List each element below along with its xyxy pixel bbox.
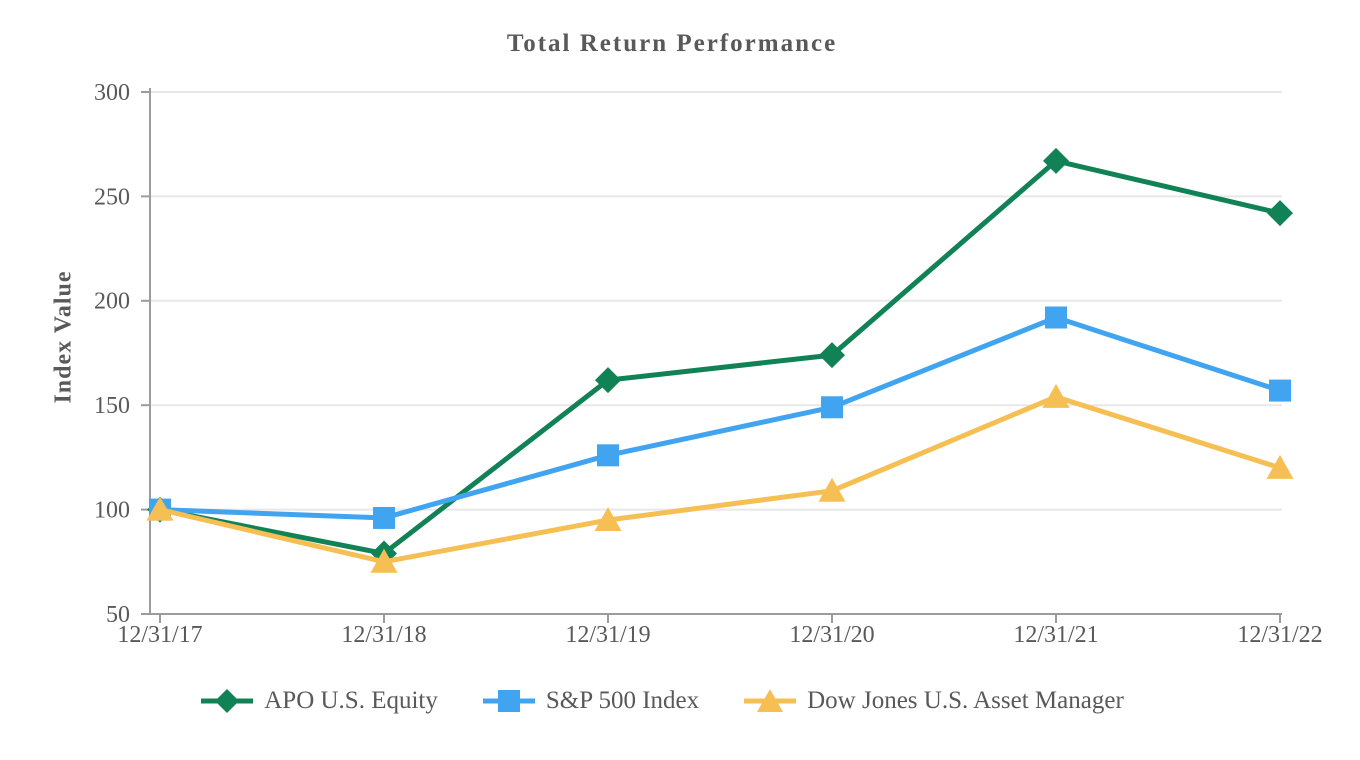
x-tick-label: 12/31/22 — [1237, 622, 1322, 648]
series-marker-square — [1269, 379, 1291, 402]
y-tick-label: 100 — [94, 498, 130, 524]
series-marker-triangle — [1266, 454, 1294, 479]
y-tick-label: 250 — [94, 184, 130, 210]
series-line — [157, 394, 1283, 565]
legend-label: Dow Jones U.S. Asset Manager — [807, 687, 1124, 714]
series-line — [157, 315, 1283, 521]
y-tick-label: 200 — [94, 289, 130, 315]
y-tick-label: 150 — [94, 393, 130, 419]
chart-legend: APO U.S. Equity S&P 500 Index Dow Jones U.… — [0, 686, 1342, 716]
series-marker-square — [597, 444, 619, 467]
series-marker-triangle — [1042, 383, 1070, 408]
series-marker-diamond — [595, 367, 621, 394]
series-marker-triangle — [594, 507, 622, 532]
series-marker-square — [373, 506, 395, 529]
y-tick-label: 300 — [94, 80, 130, 106]
series-marker-triangle — [146, 496, 174, 521]
legend-entry-0: APO U.S. Equity — [200, 686, 438, 716]
legend-key-diamond-icon — [201, 689, 254, 713]
series-marker-diamond — [819, 342, 845, 369]
series-marker-diamond — [1043, 147, 1069, 174]
x-tick-label: 12/31/19 — [565, 622, 650, 648]
chart-title: Total Return Performance — [506, 30, 838, 57]
series-marker-diamond — [1267, 200, 1293, 227]
legend-label: APO U.S. Equity — [264, 687, 438, 714]
plot-area: 50 100 150 200 250 300 12/31/17 12/31/18 12/31/1… — [94, 80, 1323, 648]
series-marker-square — [821, 396, 843, 419]
x-tick-label: 12/31/18 — [341, 622, 426, 648]
series-marker-square — [1045, 306, 1067, 329]
legend-key-square-icon — [482, 690, 535, 712]
series-line — [157, 158, 1283, 556]
legend-entry-2: Dow Jones U.S. Asset Manager — [743, 686, 1124, 716]
x-tick-label: 12/31/17 — [117, 622, 202, 648]
legend-label: S&P 500 Index — [545, 687, 700, 714]
series-marker-triangle — [818, 477, 846, 502]
x-tick-label: 12/31/21 — [1013, 622, 1098, 648]
y-tick-label: 50 — [106, 602, 130, 628]
legend-entry-1: S&P 500 Index — [482, 686, 699, 716]
legend-key-triangle-icon — [744, 689, 797, 712]
series-marker-triangle — [370, 548, 398, 573]
x-tick-label: 12/31/20 — [789, 622, 874, 648]
